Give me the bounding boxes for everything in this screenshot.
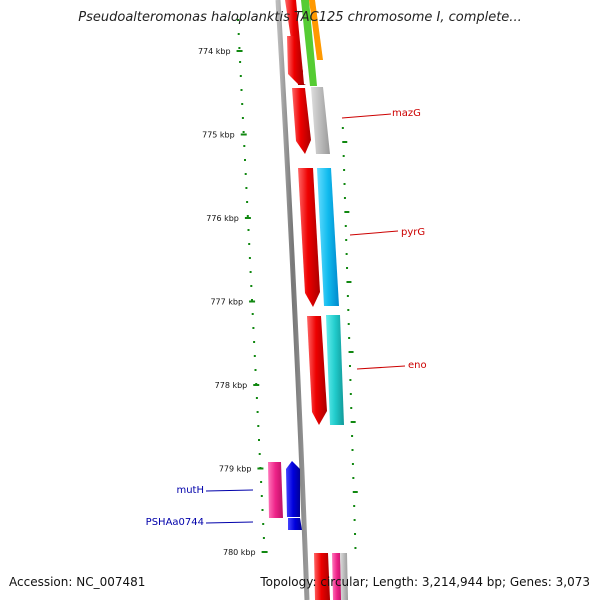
gene-labels: mazG pyrG eno mutH PSHAa0744: [146, 108, 427, 528]
chromosome-backbone: [275, 0, 310, 600]
cds-feature: [301, 0, 317, 86]
callout-line-eno: [356, 365, 406, 370]
cds-arrow-mutH-left: [268, 462, 283, 518]
gene-label-mutH[interactable]: mutH: [176, 485, 204, 496]
callout-line-mazG: [341, 113, 392, 119]
ruler-tick-label: 775 kbp: [202, 131, 235, 140]
gene-label-PSHAa0744[interactable]: PSHAa0744: [146, 517, 204, 528]
callout-line-pyrG: [349, 230, 399, 236]
gc-content-track-outer: [341, 127, 358, 549]
ruler-tick-label: 778 kbp: [215, 381, 248, 390]
cds-feature: [287, 36, 303, 84]
genome-stats: Topology: circular; Length: 3,214,944 bp…: [260, 575, 590, 589]
callout-line-mutH: [205, 489, 254, 492]
cds-arrow-mazG-left: [292, 88, 311, 154]
gene-label-eno[interactable]: eno: [408, 360, 427, 371]
cds-feature: [309, 0, 323, 60]
feature-track-top: [285, 0, 323, 86]
map-title: Pseudoalteromonas haloplanktis TAC125 ch…: [78, 10, 522, 25]
cds-arrow-pyrG: [317, 168, 339, 306]
cds-feature: [314, 553, 330, 600]
ruler-tick-label: 780 kbp: [223, 548, 256, 557]
gene-label-mazG[interactable]: mazG: [392, 108, 421, 119]
cds-feature: [298, 84, 306, 85]
cds-arrow-mazG: [311, 87, 330, 154]
cds-arrow-pyrG-left: [298, 168, 320, 307]
cds-arrow-eno: [326, 315, 344, 425]
cds-feature: [332, 553, 342, 600]
kbp-ruler: 774 kbp 775 kbp 776 kbp 777 kbp 778 kbp 779 k…: [198, 47, 268, 557]
cds-feature: [340, 553, 348, 600]
cds-arrow-mutH: [286, 461, 300, 517]
ruler-tick-label: 776 kbp: [206, 214, 239, 223]
gene-label-pyrG[interactable]: pyrG: [401, 227, 425, 238]
ruler-tick-label: 777 kbp: [210, 298, 243, 307]
gene-callouts: [205, 113, 406, 524]
accession-label: Accession: NC_007481: [9, 575, 146, 589]
ruler-tick-label: 774 kbp: [198, 47, 231, 56]
callout-line-PSHAa0744: [205, 521, 254, 524]
cds-features: [268, 87, 348, 600]
cds-arrow-PSHAa0744: [288, 518, 302, 530]
cds-arrow-eno-left: [307, 316, 327, 425]
ruler-tick-label: 779 kbp: [219, 465, 252, 474]
